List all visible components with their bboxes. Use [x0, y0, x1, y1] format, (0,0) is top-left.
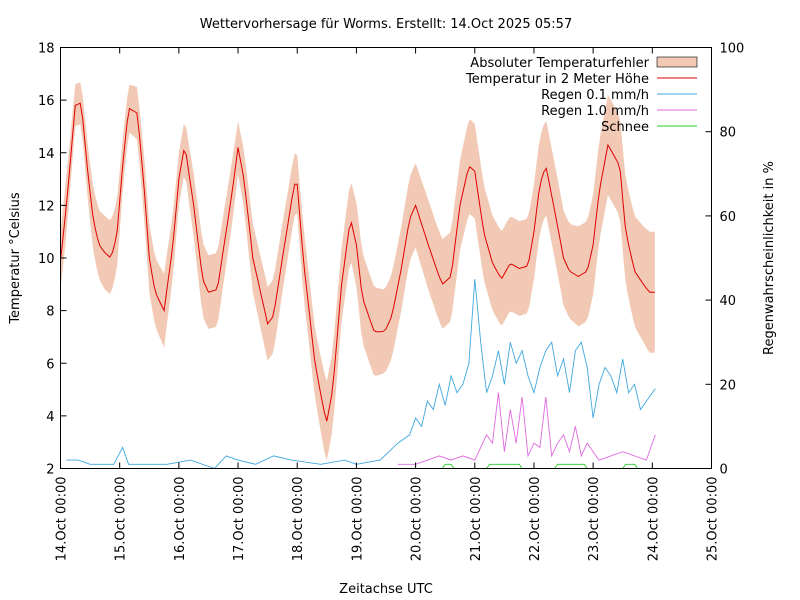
x-tick-label: 14.Oct 00:00	[55, 477, 70, 562]
y2-tick-label: 20	[720, 378, 737, 393]
x-tick-label: 16.Oct 00:00	[173, 477, 188, 562]
x-tick-label: 15.Oct 00:00	[114, 477, 129, 562]
y-tick-label: 4	[46, 410, 54, 425]
snow-series-line	[397, 463, 656, 469]
temperature-error-band	[60, 82, 655, 461]
legend-swatch	[656, 56, 698, 68]
x-axis-label: Zeitachse UTC	[339, 582, 433, 597]
legend-label: Temperatur in 2 Meter Höhe	[465, 72, 649, 87]
temperature-error-band-layer	[60, 82, 655, 461]
y-axis-left: 2 4 6 8 10 12 14 16 18	[38, 42, 67, 478]
rain-10-series-line	[397, 392, 656, 465]
y2-tick-label: 60	[720, 210, 737, 225]
x-axis: 14.Oct 00:00 15.Oct 00:00 16.Oct 00:00 17.O…	[55, 47, 721, 562]
y2-tick-label: 100	[720, 42, 745, 57]
x-tick-label: 25.Oct 00:00	[706, 477, 721, 562]
y-tick-label: 6	[46, 357, 54, 372]
y-tick-label: 2	[46, 463, 54, 478]
x-tick-label: 18.Oct 00:00	[291, 477, 306, 562]
y-tick-label: 16	[38, 94, 55, 109]
chart-title: Wettervorhersage für Worms. Erstellt: 14…	[200, 17, 572, 32]
temperature-series-line	[60, 102, 655, 422]
temperature-line-layer	[60, 102, 655, 422]
y2-tick-label: 0	[720, 463, 728, 478]
x-tick-label: 19.Oct 00:00	[350, 477, 365, 562]
y2-tick-label: 80	[720, 126, 737, 141]
y2-tick-label: 40	[720, 294, 737, 309]
y-tick-label: 14	[38, 147, 55, 162]
x-tick-label: 24.Oct 00:00	[646, 477, 661, 562]
y-axis-right: 0 20 40 60 80 100	[705, 42, 745, 478]
rain-01-series-line	[66, 278, 656, 470]
x-tick-label: 21.Oct 00:00	[469, 476, 484, 561]
legend-label: Schnee	[601, 120, 649, 135]
legend-label: Regen 1.0 mm/h	[541, 104, 649, 119]
legend-label: Regen 0.1 mm/h	[541, 88, 649, 103]
x-tick-label: 23.Oct 00:00	[587, 477, 602, 562]
x-tick-label: 20.Oct 00:00	[410, 477, 425, 562]
x-tick-label: 22.Oct 00:00	[528, 477, 543, 562]
y2-axis-label: Regenwahrscheinlichkeit in %	[762, 161, 777, 355]
legend-label: Absoluter Temperaturfehler	[470, 56, 649, 71]
x-tick-label: 17.Oct 00:00	[232, 477, 247, 562]
y-tick-label: 8	[46, 305, 54, 320]
y-axis-label: Temperatur °Celsius	[8, 192, 23, 325]
y-tick-label: 12	[38, 199, 55, 214]
y-tick-label: 10	[38, 252, 55, 267]
y-tick-label: 18	[38, 42, 55, 57]
rain-layer	[66, 278, 656, 470]
